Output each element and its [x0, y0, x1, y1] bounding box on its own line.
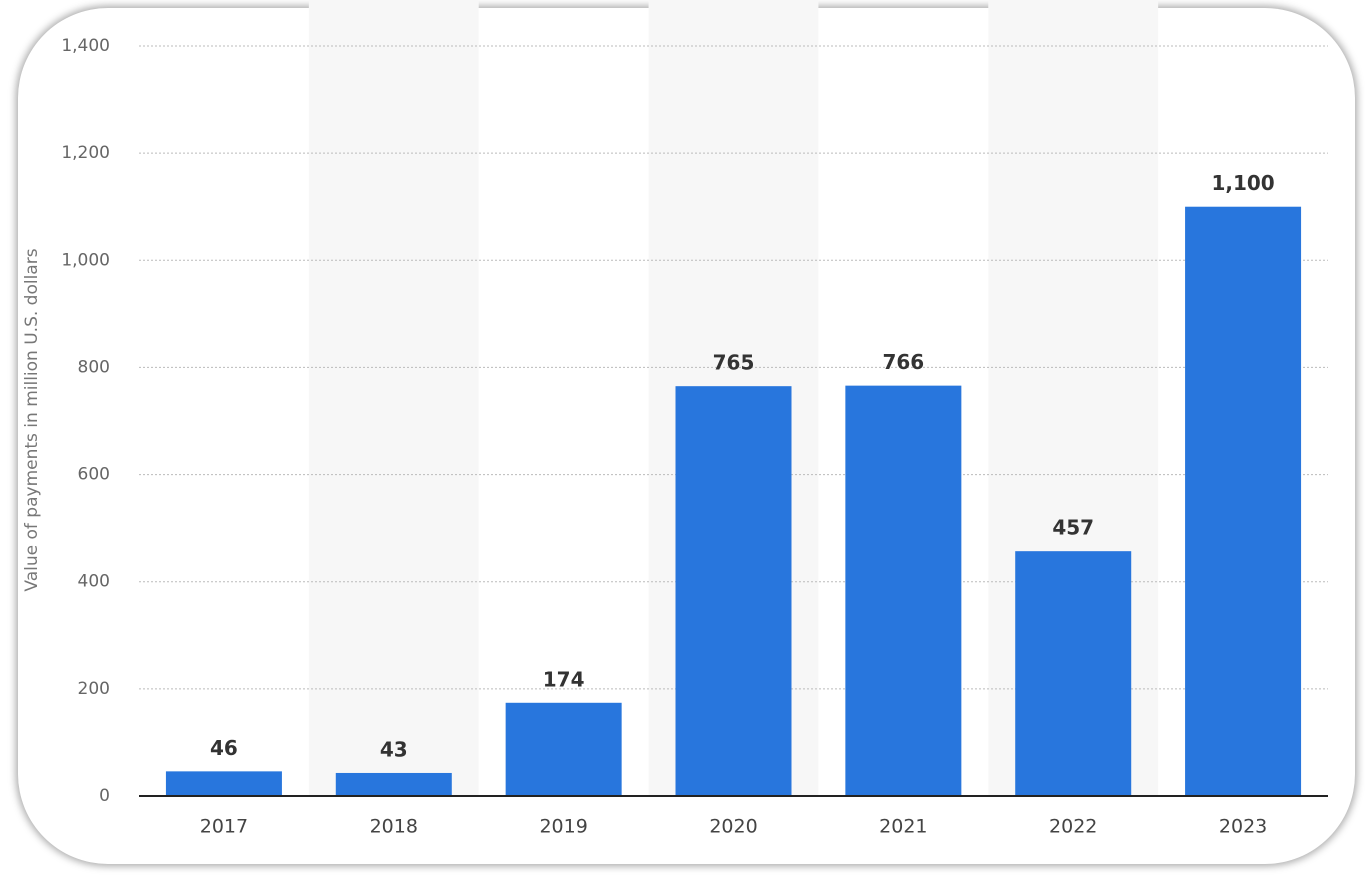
- y-tick-label: 400: [78, 572, 110, 592]
- bar: [505, 702, 622, 796]
- y-tick-label: 1,400: [61, 36, 110, 56]
- data-label: 457: [1052, 516, 1094, 540]
- y-tick-label: 0: [99, 786, 110, 806]
- bar: [165, 771, 282, 796]
- bar: [675, 386, 792, 796]
- x-tick-label: 2017: [200, 816, 248, 838]
- x-tick-label: 2018: [370, 816, 418, 838]
- bar: [1015, 551, 1132, 796]
- y-tick-label: 1,000: [61, 250, 110, 270]
- x-tick-label: 2020: [709, 816, 757, 838]
- bar: [1185, 206, 1302, 796]
- y-tick-label: 600: [78, 465, 110, 485]
- bar: [335, 772, 452, 796]
- data-label: 46: [210, 736, 238, 760]
- bar: [845, 385, 962, 796]
- data-label: 43: [380, 737, 408, 761]
- y-tick-label: 800: [78, 357, 110, 377]
- y-tick-label: 1,200: [61, 143, 110, 163]
- band-stripe: [308, 0, 479, 796]
- x-tick-label: 2023: [1219, 816, 1267, 838]
- y-axis-title: Value of payments in million U.S. dollar…: [22, 248, 42, 591]
- data-label: 174: [543, 667, 585, 691]
- data-label: 765: [713, 351, 755, 375]
- x-tick-label: 2019: [539, 816, 587, 838]
- data-label: 1,100: [1211, 171, 1274, 195]
- data-label: 766: [882, 350, 924, 374]
- x-tick-label: 2021: [879, 816, 927, 838]
- y-tick-label: 200: [78, 679, 110, 699]
- x-tick-label: 2022: [1049, 816, 1097, 838]
